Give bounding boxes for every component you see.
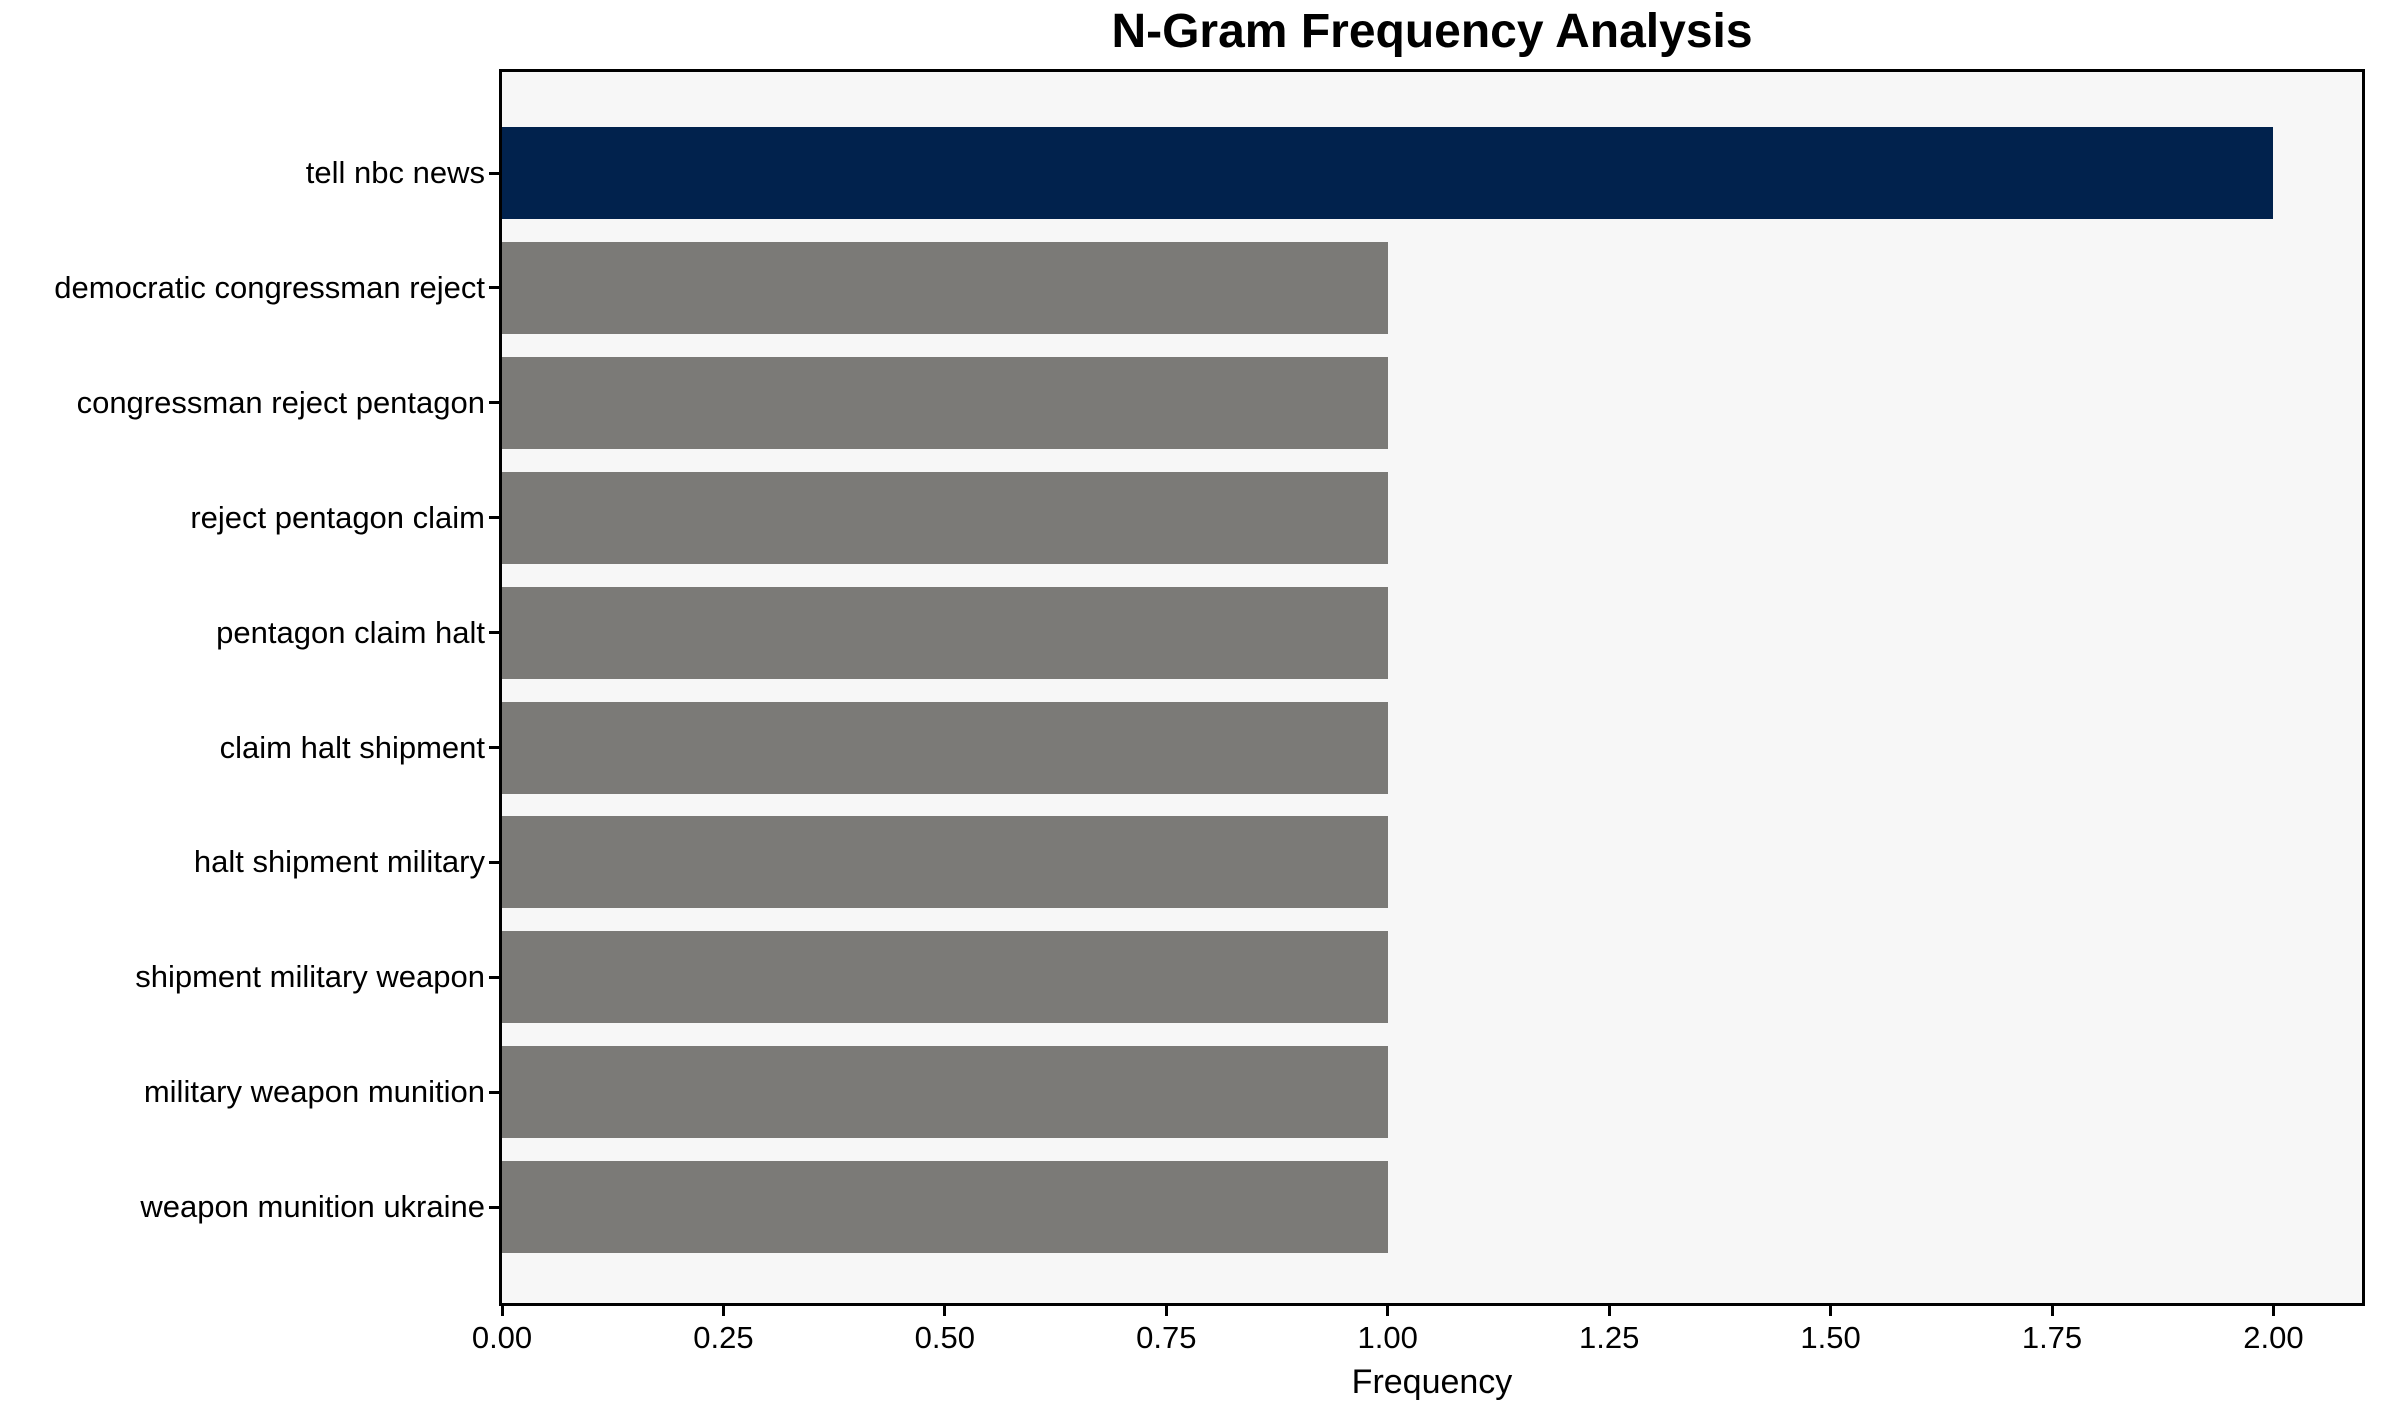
y-axis-tick [489,171,499,175]
y-axis-tick [489,1090,499,1094]
x-axis-tick [2271,1306,2275,1316]
x-tick-label: 0.50 [914,1320,976,1355]
x-axis-label: Frequency [1351,1363,1513,1401]
y-axis-tick [489,631,499,635]
bar-military-weapon-munition [502,1046,1388,1139]
y-axis-tick [489,286,499,290]
x-axis-tick [500,1306,504,1316]
bar-tell-nbc-news [502,127,2274,219]
x-axis-tick [1164,1306,1168,1316]
bar-congressman-reject-pentagon [502,356,1388,449]
chart-title: N-Gram Frequency Analysis [1111,5,1753,58]
x-axis-tick [1607,1306,1611,1316]
x-axis-tick [943,1306,947,1316]
y-tick-label: shipment military weapon [135,959,485,995]
bar-weapon-munition-ukraine [502,1161,1388,1254]
x-tick-label: 1.00 [1357,1320,1418,1355]
x-axis-tick [2050,1306,2054,1316]
y-axis-tick [489,746,499,749]
x-tick-label: 2.00 [2243,1320,2304,1355]
y-tick-label: weapon munition ukraine [140,1189,485,1225]
y-axis-tick [489,860,499,864]
x-tick-label: 1.25 [1578,1320,1640,1355]
bar-shipment-military-weapon [502,931,1388,1024]
y-tick-label: tell nbc news [305,155,485,190]
bar-claim-halt-shipment [502,701,1388,794]
x-tick-label: 0.25 [693,1320,754,1355]
x-axis-tick [1386,1306,1390,1316]
plot-area [489,69,2365,1306]
bar-reject-pentagon-claim [502,471,1388,564]
y-tick-label: democratic congressman reject [54,269,485,305]
y-tick-label: congressman reject pentagon [76,384,485,420]
x-tick-label: 1.75 [2021,1320,2083,1355]
y-tick-label: claim halt shipment [219,729,485,765]
bar-halt-shipment-military [502,816,1388,909]
y-tick-label: reject pentagon claim [190,499,485,535]
y-tick-label: pentagon claim halt [216,614,485,650]
bar-pentagon-claim-halt [502,586,1388,679]
bar-democratic-congressman-reject [502,241,1388,334]
x-tick-label: 1.50 [1800,1320,1861,1355]
x-tick-label: 0.75 [1136,1320,1197,1355]
x-axis-tick [1829,1306,1833,1316]
y-axis-tick [489,975,499,979]
x-tick-label: 0.00 [471,1320,533,1355]
y-axis-tick [489,1205,499,1209]
y-tick-label: halt shipment military [193,844,485,880]
x-axis-tick [721,1306,725,1316]
y-axis-tick [489,401,499,405]
y-axis-tick [489,516,499,520]
y-tick-label: military weapon munition [143,1074,485,1110]
